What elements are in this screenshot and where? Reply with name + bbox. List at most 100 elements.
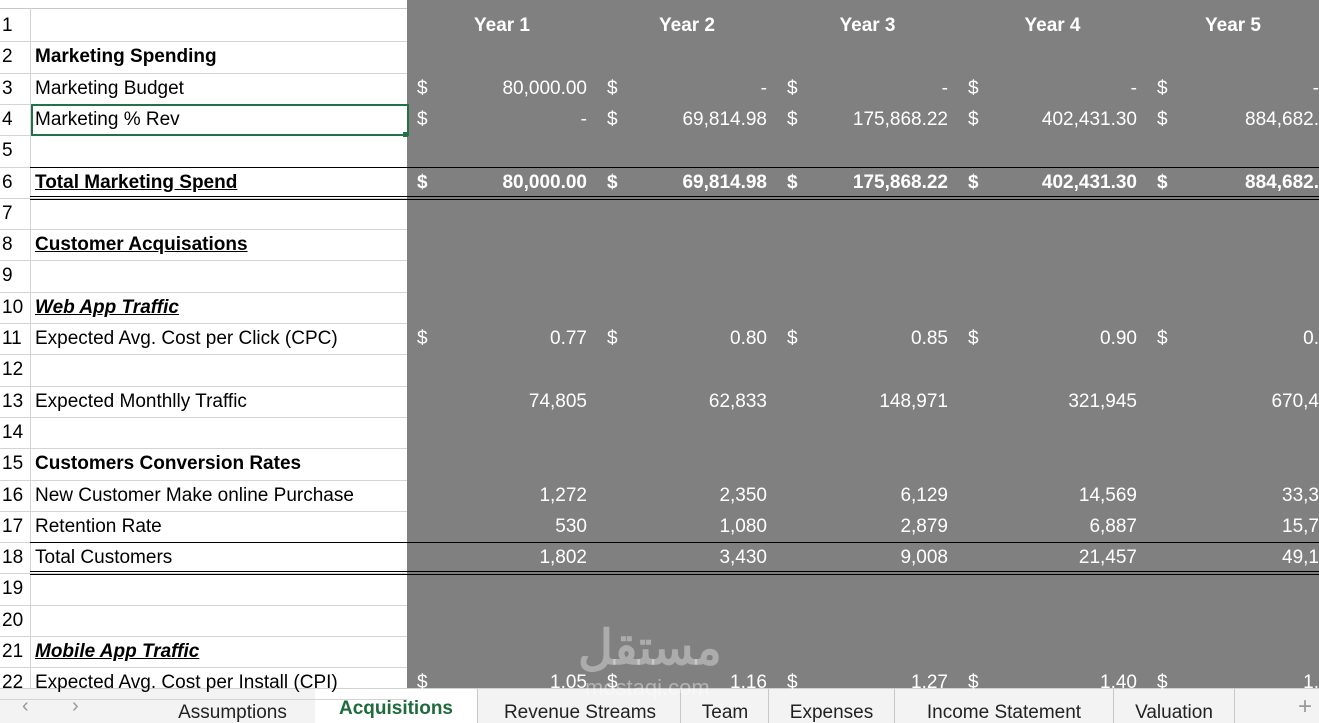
grid-line <box>0 260 407 262</box>
header-line <box>0 8 407 9</box>
currency-sign: $ <box>607 672 618 694</box>
total-border-top <box>30 166 1319 168</box>
cell-value: 175,868.22 <box>852 171 948 193</box>
sheet-tab[interactable]: Team <box>682 689 769 723</box>
row-number: 8 <box>2 234 13 256</box>
sheet-tab[interactable]: Income Statement <box>895 689 1114 723</box>
row-number: 1 <box>2 15 13 36</box>
cell-value: 1,272 <box>539 484 587 506</box>
selection-handle <box>403 132 408 138</box>
add-sheet[interactable]: + <box>1298 693 1313 720</box>
cell-value: 0.80 <box>730 328 767 349</box>
row-number: 10 <box>2 296 24 318</box>
cell-value: 1,802 <box>539 547 587 569</box>
currency-sign: $ <box>1157 328 1168 349</box>
currency-sign: $ <box>607 77 618 99</box>
cell-value: 69,814.98 <box>682 171 767 193</box>
row-number: 4 <box>2 108 13 130</box>
currency-sign: $ <box>1157 672 1168 694</box>
cell-value: 530 <box>555 515 587 537</box>
scroll-left[interactable]: ‹ <box>22 695 29 717</box>
cell-value: 80,000.00 <box>502 171 587 193</box>
sheet-tab[interactable]: Valuation <box>1114 689 1235 723</box>
cell-value: 6,887 <box>1089 515 1137 537</box>
row-number: 16 <box>2 484 24 506</box>
cell-value: 1.27 <box>911 672 948 694</box>
currency-sign: $ <box>417 77 428 99</box>
row-number: 14 <box>2 421 24 443</box>
currency-sign: $ <box>968 328 979 349</box>
cell-value: - <box>580 108 587 130</box>
column-header: Year 4 <box>1024 15 1081 36</box>
grid-line <box>0 479 407 481</box>
currency-sign: $ <box>417 328 428 349</box>
sheet-tab[interactable]: Revenue Streams <box>480 689 681 723</box>
row-number: 20 <box>2 609 24 631</box>
currency-sign: $ <box>607 328 618 349</box>
currency-sign: $ <box>1157 171 1168 193</box>
currency-sign: $ <box>787 171 798 193</box>
currency-sign: $ <box>968 77 979 99</box>
row-number: 15 <box>2 453 24 475</box>
row-number: 13 <box>2 390 24 412</box>
cell-value: 0.77 <box>550 328 587 349</box>
row-label: Total Marketing Spend <box>35 171 238 193</box>
row-label: Expected Monthlly Traffic <box>35 390 247 412</box>
cell-value: 21,457 <box>1078 547 1137 569</box>
currency-sign: $ <box>787 672 798 694</box>
currency-sign: $ <box>787 328 798 349</box>
row-label: Customers Conversion Rates <box>35 453 302 475</box>
cell-value: 62,833 <box>708 390 767 412</box>
row-label: Expected Avg. Cost per Click (CPC) <box>35 328 338 349</box>
currency-sign: $ <box>607 108 618 130</box>
grid-line <box>0 385 407 387</box>
cell-value: 2,350 <box>719 484 767 506</box>
row-number: 7 <box>2 202 13 224</box>
cell-value: 402,431.30 <box>1041 108 1137 130</box>
grid-line <box>0 354 407 356</box>
cell-value: 15,7 <box>1282 515 1319 537</box>
row-header-line <box>30 8 31 688</box>
cell-value: 175,868.22 <box>852 108 948 130</box>
column-header: Year 2 <box>659 15 715 36</box>
row-label: Total Customers <box>35 547 173 569</box>
sheet-tab[interactable]: Expenses <box>769 689 895 723</box>
column-header: Year 5 <box>1205 15 1261 36</box>
currency-sign: $ <box>968 108 979 130</box>
cell-value: 0.90 <box>1100 328 1137 349</box>
sheet-tab-bar: ‹ › + Assumptions Acquisitions Revenue Str… <box>0 688 1319 723</box>
cell-value: 74,805 <box>528 390 587 412</box>
grid-line <box>0 197 407 199</box>
grid-line <box>0 636 407 637</box>
cell-value: 2,879 <box>900 515 948 537</box>
cell-value: 0. <box>1303 328 1319 349</box>
grid-line <box>0 291 407 293</box>
currency-sign: $ <box>417 672 428 694</box>
cell-value: 884,682. <box>1245 171 1319 193</box>
currency-sign: $ <box>968 672 979 694</box>
row-number: 9 <box>2 265 13 287</box>
row-label: Web App Traffic <box>35 296 179 318</box>
row-number: 5 <box>2 140 13 162</box>
grid-line <box>0 604 407 606</box>
grid-line <box>0 72 407 74</box>
scroll-right[interactable]: › <box>72 695 79 717</box>
currency-sign: $ <box>968 171 979 193</box>
watermark: mostaqi.com <box>585 675 710 700</box>
row-label: Retention Rate <box>35 515 162 537</box>
cell-value: - <box>941 77 948 99</box>
row-number: 12 <box>2 359 24 381</box>
row-label: Marketing Budget <box>35 77 184 99</box>
cell-value: 148,971 <box>879 390 948 412</box>
cell-value: 1.40 <box>1100 672 1137 694</box>
grid-line <box>0 448 407 450</box>
cell-value: 80,000.00 <box>502 77 587 99</box>
row-number: 19 <box>2 578 24 600</box>
grid-line <box>0 573 407 575</box>
cell-value: 9,008 <box>900 547 948 569</box>
row-number: 17 <box>2 515 24 537</box>
cell-value: 14,569 <box>1078 484 1137 506</box>
cell-value: 884,682. <box>1245 108 1319 130</box>
sheet-tab[interactable]: Acquisitions <box>315 689 478 723</box>
